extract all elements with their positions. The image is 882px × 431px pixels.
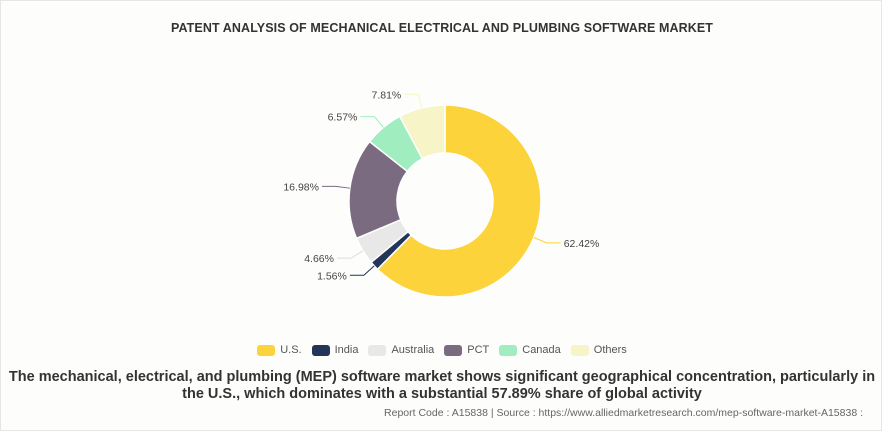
data-label: 7.81%	[371, 89, 401, 101]
slice-us[interactable]	[376, 104, 542, 298]
legend-swatch	[570, 344, 589, 356]
data-label: 1.56%	[317, 270, 347, 282]
leader-line	[360, 116, 384, 128]
data-label: 16.98%	[283, 181, 319, 193]
data-label: 4.66%	[304, 253, 334, 265]
legend-item[interactable]: India	[311, 344, 359, 356]
donut-chart: 62.42% 1.56% 4.66% 16.98% 6.57% 7.81%	[283, 89, 600, 298]
legend-item[interactable]: U.S.	[257, 344, 302, 356]
legend-swatch	[499, 344, 518, 356]
chart-legend: U.S. India Australia PCT Canada Others	[1, 344, 882, 356]
legend-swatch	[311, 344, 330, 356]
data-label: 62.42%	[564, 238, 600, 250]
leader-line	[336, 250, 364, 259]
legend-label: U.S.	[280, 344, 302, 356]
legend-swatch	[257, 344, 276, 356]
legend-label: Others	[593, 344, 627, 356]
source-note: Report Code : A15838 | Source : https://…	[384, 407, 863, 419]
legend-label: Australia	[391, 344, 435, 356]
legend-item[interactable]: Australia	[368, 344, 434, 356]
legend-label: PCT	[467, 344, 490, 356]
chart-title: PATENT ANALYSIS OF MECHANICAL ELECTRICAL…	[170, 21, 714, 35]
legend-label: Canada	[522, 344, 561, 356]
chart-caption: The mechanical, electrical, and plumbing…	[8, 369, 876, 402]
data-label: 6.57%	[328, 112, 358, 124]
leader-line	[533, 237, 561, 244]
legend-swatch	[368, 344, 387, 356]
legend-item[interactable]: PCT	[444, 344, 489, 356]
leader-line	[404, 93, 423, 108]
legend-item[interactable]: Canada	[499, 344, 561, 356]
legend-swatch	[444, 344, 463, 356]
leader-line	[349, 265, 375, 276]
slice-others[interactable]	[398, 104, 446, 160]
leader-line	[321, 185, 350, 189]
legend-item[interactable]: Others	[570, 344, 627, 356]
legend-label: India	[334, 344, 359, 356]
